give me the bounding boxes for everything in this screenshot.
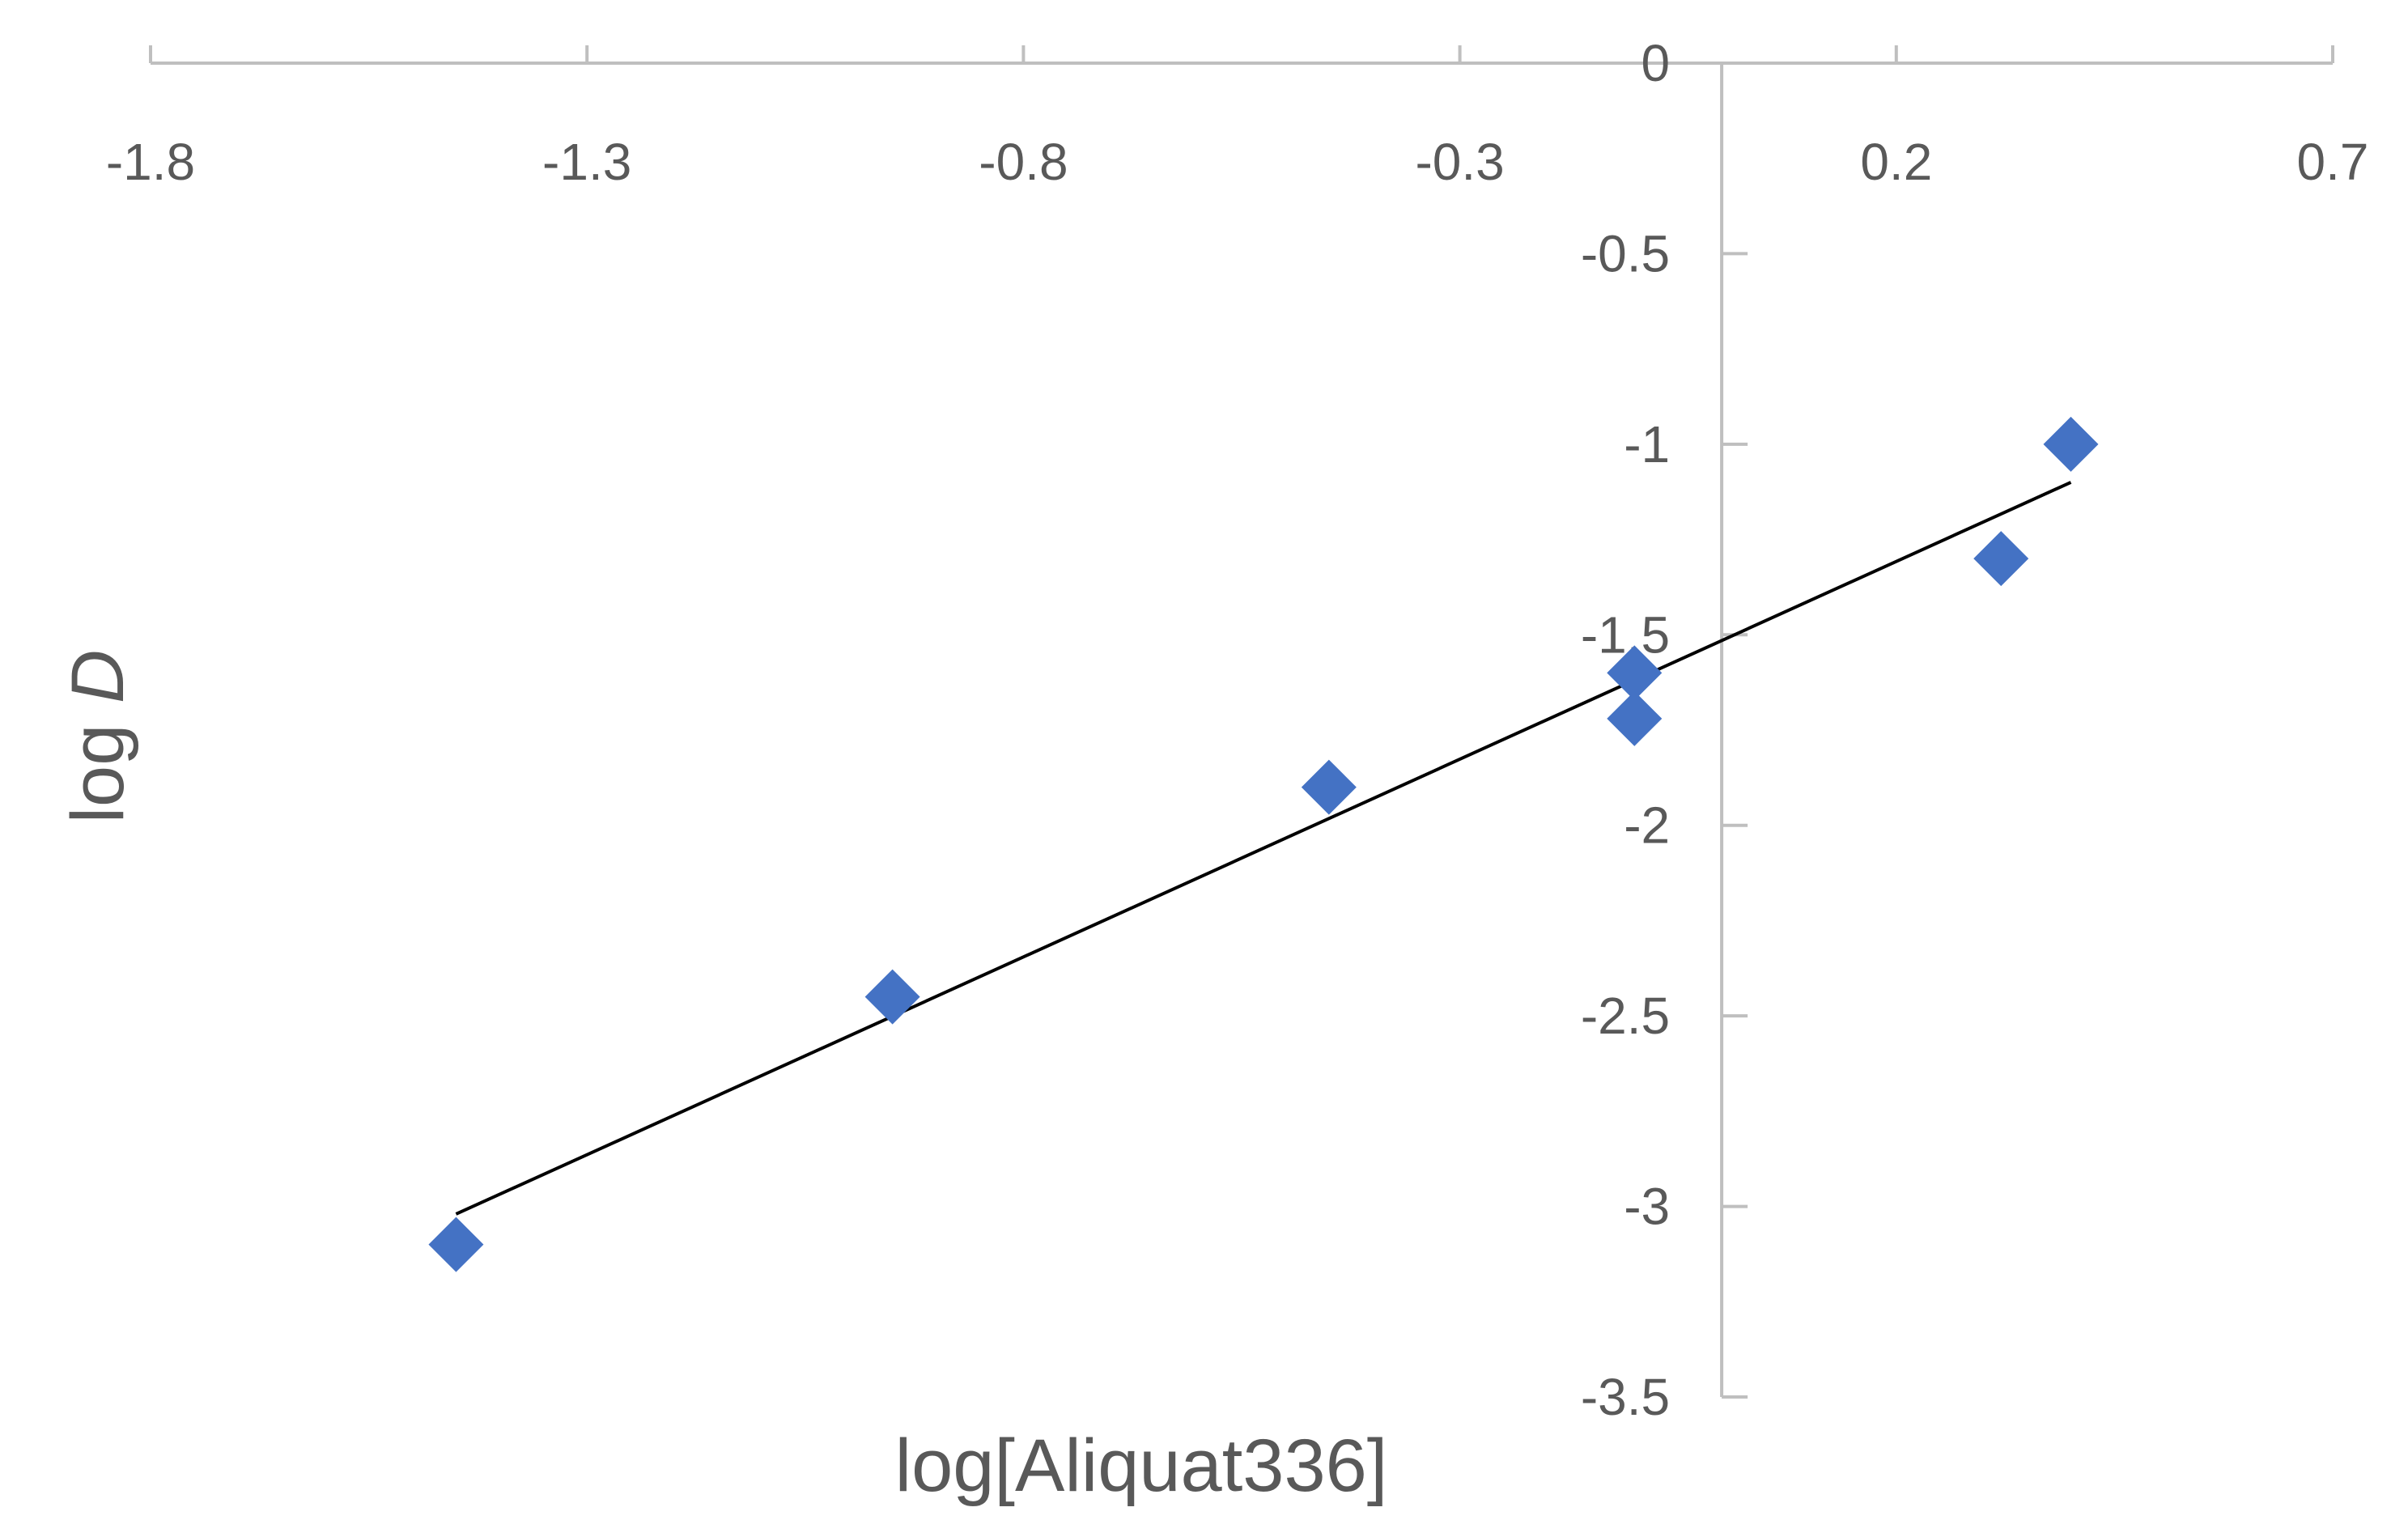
- y-tick-label: -1.5: [1581, 605, 1670, 664]
- data-point: [2043, 416, 2099, 472]
- axes: -1.8 -1.3 -0.8 -0.3 0.2 0.7 0 -0.5 -1 -1.5 -2 -2.5…: [106, 34, 2369, 1426]
- y-axis-title: log D: [57, 650, 139, 824]
- data-point: [428, 1216, 484, 1272]
- y-tick-label: -3: [1624, 1178, 1670, 1236]
- data-point: [1607, 690, 1663, 746]
- y-ticks: 0 -0.5 -1 -1.5 -2 -2.5 -3 -3.5: [1581, 34, 1748, 1426]
- x-axis-title: log[Aliquat336]: [895, 1424, 1388, 1507]
- x-tick-label: -0.3: [1415, 133, 1504, 191]
- y-tick-label: -2.5: [1581, 987, 1670, 1045]
- data-points: [428, 416, 2099, 1272]
- data-point: [1973, 531, 2029, 587]
- y-tick-label: 0: [1641, 34, 1671, 92]
- y-axis-title-variable: D: [57, 650, 139, 703]
- x-tick-label: -0.8: [979, 133, 1068, 191]
- x-tick-label: -1.3: [542, 133, 631, 191]
- y-axis-title-prefix: log: [57, 703, 139, 823]
- data-point: [1607, 645, 1663, 701]
- data-point: [864, 969, 920, 1025]
- y-tick-label: -1: [1624, 415, 1670, 473]
- y-tick-label: -2: [1624, 796, 1670, 855]
- trendline: [455, 481, 2072, 1216]
- x-ticks: -1.8 -1.3 -0.8 -0.3 0.2 0.7: [106, 45, 2369, 191]
- y-tick-label: -0.5: [1581, 224, 1670, 282]
- x-tick-label: 0.2: [1860, 133, 1932, 191]
- x-tick-label: -1.8: [106, 133, 195, 191]
- data-point: [1301, 759, 1357, 815]
- x-tick-label: 0.7: [2297, 133, 2369, 191]
- y-tick-label: -3.5: [1581, 1368, 1670, 1426]
